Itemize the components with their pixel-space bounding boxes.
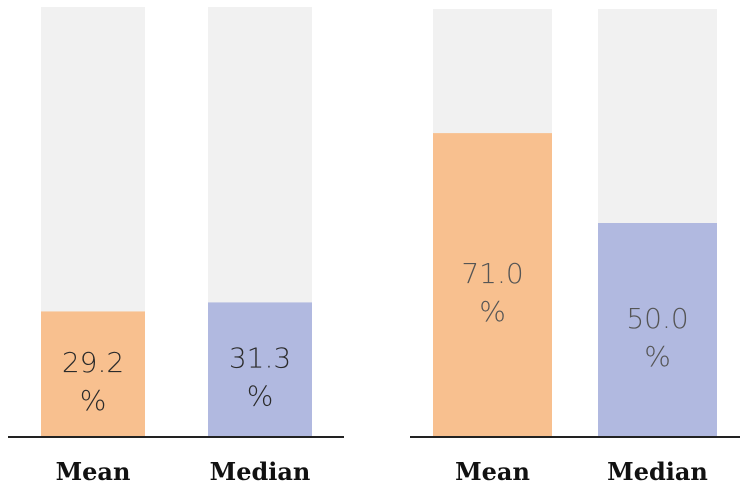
bar-unit-label-1-mean: % — [80, 384, 107, 417]
bar-unit-label-2-median: % — [644, 340, 671, 373]
bar-value-label-1-mean: 29.2 — [62, 346, 124, 379]
bar-2-mean — [433, 133, 552, 437]
category-label-2-median: Median — [607, 457, 708, 485]
category-label-1-median: Median — [210, 457, 311, 485]
bar-1-median — [208, 302, 312, 437]
bar-value-label-2-median: 50.0 — [626, 302, 688, 335]
bar-unit-label-1-median: % — [247, 380, 274, 413]
bar-1-mean — [41, 311, 145, 437]
bar-unit-label-2-mean: % — [479, 295, 506, 328]
category-label-2-mean: Mean — [455, 457, 530, 485]
bar-value-label-2-mean: 71.0 — [461, 257, 523, 290]
category-label-1-mean: Mean — [56, 457, 131, 485]
bar-value-label-1-median: 31.3 — [229, 342, 291, 375]
bar-2-median — [598, 223, 717, 437]
